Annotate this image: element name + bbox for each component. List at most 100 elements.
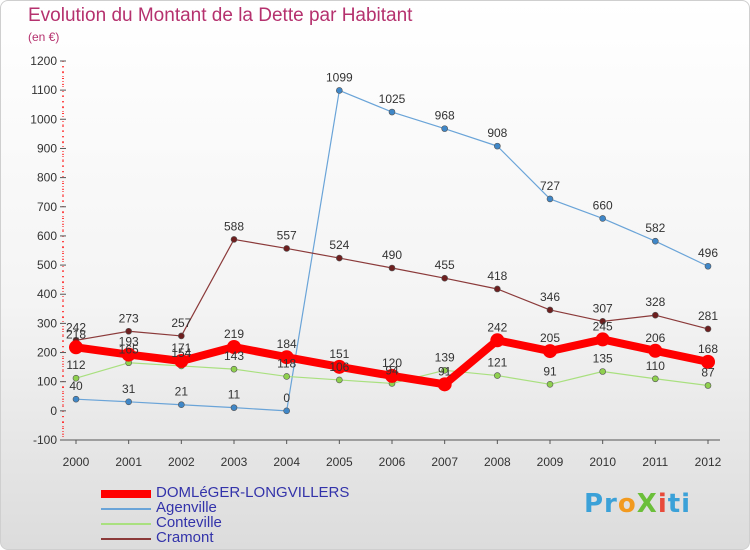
series-point bbox=[385, 368, 399, 383]
x-tick-label: 2006 bbox=[379, 455, 406, 469]
data-label: 154 bbox=[171, 346, 191, 360]
series-point bbox=[388, 264, 396, 272]
data-label: 193 bbox=[119, 335, 139, 349]
legend-swatch bbox=[101, 523, 151, 525]
data-label: 205 bbox=[540, 331, 560, 345]
data-label: 1099 bbox=[326, 70, 353, 84]
y-tick-label: 500 bbox=[37, 258, 57, 272]
y-tick-label: 1000 bbox=[30, 112, 57, 126]
legend-swatch bbox=[101, 508, 151, 510]
data-label: 120 bbox=[382, 356, 402, 370]
series-point bbox=[283, 407, 290, 415]
series-point bbox=[441, 125, 448, 132]
data-label: 121 bbox=[487, 356, 507, 370]
data-label: 281 bbox=[698, 309, 718, 323]
series-point bbox=[121, 347, 136, 362]
x-tick-label: 2012 bbox=[695, 455, 722, 469]
data-label: 171 bbox=[171, 341, 191, 355]
series-point bbox=[283, 245, 290, 252]
legend-swatch bbox=[101, 490, 151, 498]
series-point bbox=[599, 368, 606, 375]
series-point bbox=[125, 327, 132, 335]
series-point bbox=[490, 333, 505, 348]
data-label: 908 bbox=[487, 126, 507, 140]
data-label: 87 bbox=[701, 365, 715, 379]
series-point bbox=[704, 262, 712, 270]
data-label: 524 bbox=[329, 238, 349, 252]
y-tick-label: 100 bbox=[37, 375, 57, 389]
series-point bbox=[546, 306, 554, 314]
data-label: 135 bbox=[593, 351, 613, 365]
series-point bbox=[704, 382, 712, 389]
data-label: 273 bbox=[119, 311, 139, 325]
series-point bbox=[652, 375, 659, 383]
series-point bbox=[494, 285, 501, 293]
data-label: 328 bbox=[645, 295, 665, 309]
x-tick-label: 2007 bbox=[431, 455, 458, 469]
y-tick-label: 600 bbox=[37, 229, 57, 243]
data-label: 219 bbox=[224, 327, 244, 341]
series-point bbox=[595, 332, 610, 347]
series-point bbox=[441, 274, 448, 282]
data-label: 0 bbox=[283, 391, 290, 405]
x-tick-label: 2003 bbox=[221, 455, 248, 469]
data-label: 11 bbox=[228, 388, 241, 402]
data-label: 346 bbox=[540, 290, 560, 304]
series-point bbox=[388, 108, 396, 116]
data-label: 582 bbox=[645, 221, 665, 235]
series-point bbox=[336, 87, 343, 94]
data-label: 257 bbox=[171, 316, 191, 330]
data-label: 91 bbox=[438, 364, 452, 378]
data-label: 143 bbox=[224, 349, 244, 363]
x-tick-label: 2004 bbox=[273, 455, 300, 469]
x-tick-label: 2011 bbox=[642, 455, 668, 469]
series-point bbox=[441, 367, 448, 374]
data-label: 139 bbox=[435, 350, 455, 364]
data-label: 242 bbox=[66, 320, 86, 334]
data-label: 168 bbox=[698, 342, 718, 356]
x-tick-label: 2002 bbox=[168, 455, 195, 469]
x-tick-label: 2009 bbox=[537, 455, 564, 469]
data-label: 968 bbox=[435, 109, 455, 123]
data-label: 118 bbox=[277, 356, 296, 370]
data-label: 206 bbox=[645, 331, 665, 345]
data-label: 91 bbox=[543, 364, 557, 378]
series-point bbox=[336, 376, 343, 384]
data-label: 455 bbox=[435, 258, 455, 272]
y-tick-label: 0 bbox=[50, 404, 57, 418]
series-point bbox=[174, 353, 189, 368]
data-label: 588 bbox=[224, 219, 244, 233]
data-label: 1025 bbox=[379, 92, 406, 106]
legend-swatch bbox=[101, 538, 151, 540]
series-point bbox=[125, 398, 132, 406]
x-tick-label: 2010 bbox=[589, 455, 616, 469]
series-point bbox=[332, 359, 347, 374]
data-label: 307 bbox=[593, 301, 613, 315]
series-point bbox=[599, 215, 606, 222]
series-point bbox=[72, 374, 80, 382]
legend-label: Conteville bbox=[156, 514, 222, 531]
series-point bbox=[227, 339, 241, 354]
x-tick-label: 2008 bbox=[484, 455, 511, 469]
data-label: 165 bbox=[119, 343, 139, 357]
y-tick-label: 200 bbox=[37, 346, 57, 360]
data-label: 151 bbox=[329, 347, 349, 361]
series-point bbox=[437, 377, 452, 392]
series-point bbox=[546, 195, 554, 203]
x-tick-label: 2001 bbox=[115, 455, 142, 469]
data-label: 21 bbox=[175, 385, 189, 399]
legend-label: DOMLéGER-LONGVILLERS bbox=[156, 484, 350, 501]
series-point bbox=[652, 311, 659, 319]
series-point bbox=[230, 365, 238, 373]
data-label: 40 bbox=[69, 379, 83, 393]
data-label: 727 bbox=[540, 179, 560, 193]
y-tick-label: 400 bbox=[37, 287, 57, 301]
series-point bbox=[599, 318, 606, 325]
y-tick-label: -100 bbox=[33, 433, 57, 447]
series-point bbox=[283, 373, 290, 380]
x-tick-label: 2005 bbox=[326, 455, 353, 469]
data-label: 557 bbox=[277, 228, 297, 242]
data-label: 660 bbox=[593, 198, 613, 212]
